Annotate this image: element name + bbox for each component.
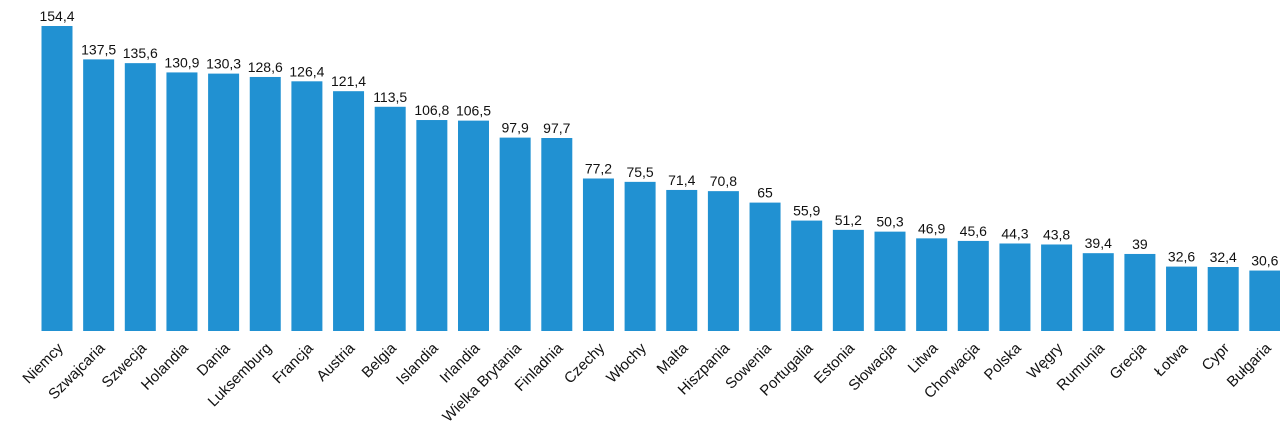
value-label-4: 130,3 [206,56,241,72]
bar-8 [374,106,406,331]
value-label-27: 32,6 [1168,249,1195,265]
value-label-14: 75,5 [626,164,653,180]
category-label-26: Grecja [1106,339,1150,383]
bar-21 [916,238,948,331]
bar-25 [1082,253,1114,331]
bar-7 [333,91,365,331]
value-labels-layer: 154,4 137,5 135,6 130,9 130,3 128,6 126,4 121,4… [39,8,1278,269]
value-label-20: 50,3 [876,214,903,230]
bar-2 [124,63,156,331]
value-label-10: 106,5 [456,103,491,119]
category-label-6: Francja [269,339,317,387]
bar-9 [416,120,448,331]
value-label-15: 71,4 [668,172,695,188]
value-label-3: 130,9 [164,54,199,70]
bar-19 [832,229,864,331]
bar-13 [582,178,614,331]
value-label-25: 39,4 [1085,235,1112,251]
bar-3 [166,72,198,332]
value-label-16: 70,8 [710,173,737,189]
value-label-23: 44,3 [1001,225,1028,241]
bar-18 [791,220,823,331]
value-label-1: 137,5 [81,41,116,57]
bar-26 [1124,253,1156,331]
bar-1 [83,59,115,331]
value-label-19: 51,2 [835,212,862,228]
category-label-9: Islandia [393,339,442,388]
category-label-3: Holandia [138,339,192,393]
category-label-28: Cypr [1199,340,1233,374]
bar-12 [541,138,573,331]
bar-22 [957,240,989,331]
bar-17 [749,202,781,331]
value-label-2: 135,6 [123,45,158,61]
value-label-18: 55,9 [793,203,820,219]
bar-23 [999,243,1031,331]
bar-14 [624,181,656,331]
category-label-23: Polska [981,339,1025,383]
value-label-22: 45,6 [960,223,987,239]
value-label-12: 97,7 [543,120,570,136]
value-label-28: 32,4 [1210,249,1237,265]
bar-29 [1249,270,1280,331]
category-label-13: Czechy [561,339,609,387]
bar-11 [499,137,531,331]
value-label-5: 128,6 [248,59,283,75]
category-label-7: Austria [313,339,358,384]
bar-4 [208,73,240,332]
bar-10 [458,120,489,332]
bar-0 [41,26,73,331]
category-label-15: Malta [654,339,692,377]
category-label-27: Łotwa [1151,339,1192,380]
category-label-21: Litwa [905,339,942,376]
value-label-9: 106,8 [414,102,449,118]
value-label-13: 77,2 [585,161,612,177]
value-label-29: 30,6 [1251,253,1278,269]
bar-16 [707,191,739,331]
bar-28 [1207,267,1239,331]
value-label-17: 65 [757,185,773,201]
bar-20 [874,231,906,331]
value-label-24: 43,8 [1043,226,1070,242]
bar-24 [1041,244,1073,331]
value-label-8: 113,5 [373,89,407,105]
category-label-29: Bułgaria [1224,339,1275,390]
value-label-0: 154,4 [39,8,74,24]
value-label-7: 121,4 [331,73,366,89]
category-label-4: Dania [194,339,234,379]
bar-5 [249,76,281,331]
value-label-21: 46,9 [918,220,945,236]
bar-27 [1166,266,1198,331]
bars-layer [41,26,1280,332]
value-label-6: 126,4 [289,63,324,79]
bar-6 [291,81,323,331]
value-label-11: 97,9 [502,120,529,136]
value-label-26: 39 [1132,236,1148,252]
category-label-14: Włochy [603,339,650,386]
bar-15 [666,189,698,331]
